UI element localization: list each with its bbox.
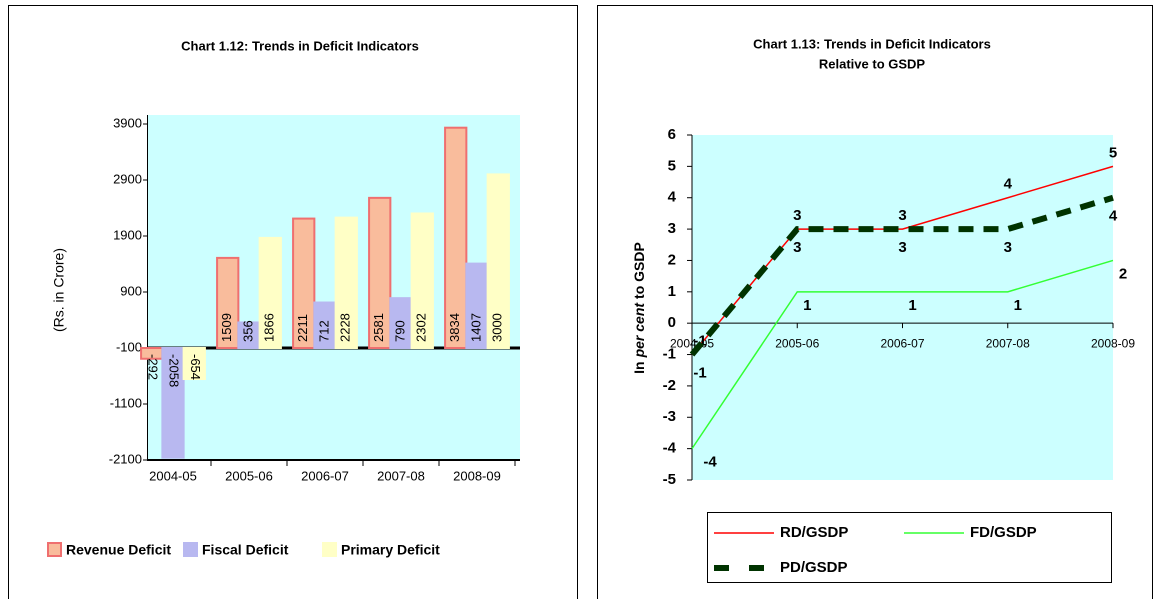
bar	[258, 236, 282, 350]
data-label: 3	[898, 207, 906, 224]
x-tick-label: 2008-09	[453, 468, 501, 483]
x-tick-label: 2005-06	[225, 468, 273, 483]
y-tick-label: -1	[663, 346, 676, 363]
bar	[161, 347, 185, 459]
value-label: 1866	[262, 313, 277, 342]
legend-box	[707, 512, 1112, 583]
line	[691, 259, 1114, 450]
y-tick-label: 2900	[113, 171, 142, 186]
value-label: 3834	[447, 313, 462, 342]
x-tick-label: 2008-09	[1091, 336, 1135, 350]
legend-swatch	[322, 542, 337, 557]
data-label: 3	[1004, 239, 1012, 256]
y-tick-label: -3	[663, 408, 676, 425]
value-label: -292	[145, 354, 160, 380]
value-label: 1407	[468, 313, 483, 342]
y-label-part: per cent	[631, 302, 647, 359]
value-label: 356	[240, 320, 255, 342]
data-label: 1	[908, 297, 916, 314]
value-label: 2211	[295, 314, 310, 342]
data-label: 1	[803, 297, 811, 314]
y-tick-label: 2	[668, 251, 676, 268]
y-label-part: to GSDP	[631, 242, 647, 299]
value-label: -2058	[167, 354, 182, 387]
x-tick-label: 2004-05	[149, 468, 197, 483]
y-label-part: In	[631, 361, 647, 373]
value-label: 2581	[371, 313, 386, 342]
value-label: 3000	[490, 313, 505, 342]
x-tick-label: 2006-07	[880, 336, 924, 350]
data-label: -4	[703, 454, 717, 471]
y-tick-label: 3900	[113, 115, 142, 130]
y-tick-label: 6	[668, 126, 676, 143]
x-tick-label: 2007-08	[377, 468, 425, 483]
value-label: 1509	[219, 313, 234, 342]
data-label: 1	[1014, 297, 1022, 314]
chart-title: Chart 1.12: Trends in Deficit Indicators	[181, 38, 419, 53]
x-tick-label: 2004-05	[670, 336, 714, 350]
y-tick-label: 5	[668, 157, 676, 174]
value-label: 712	[316, 320, 331, 342]
legend-label: FD/GSDP	[970, 524, 1037, 541]
y-tick-label: -100	[116, 339, 142, 354]
bar	[292, 217, 316, 349]
y-tick-label: -5	[663, 471, 676, 488]
line	[689, 194, 1114, 357]
bar	[182, 347, 206, 381]
y-tick-label: 1900	[113, 227, 142, 242]
data-label: 4	[1109, 208, 1118, 225]
value-label: 790	[392, 320, 407, 342]
y-tick-label: -2100	[109, 451, 142, 466]
y-tick-label: -1100	[110, 395, 142, 410]
bar	[410, 212, 434, 349]
value-label: -654	[188, 354, 203, 380]
legend-label: PD/GSDP	[780, 559, 848, 576]
legend-label: RD/GSDP	[780, 524, 848, 541]
bar	[216, 256, 240, 349]
value-label: 2228	[338, 313, 353, 342]
legend-label: Fiscal Deficit	[202, 542, 289, 558]
bar	[444, 126, 468, 349]
y-tick-label: 0	[668, 314, 676, 331]
bar	[368, 196, 392, 349]
data-label: 2	[1119, 265, 1127, 282]
y-axis-label: (Rs. in Crore)	[51, 248, 67, 332]
bar	[334, 216, 358, 349]
plot-area	[692, 135, 1113, 480]
y-tick-label: 4	[668, 189, 677, 206]
value-label: 2302	[414, 313, 429, 342]
bar	[486, 173, 510, 349]
y-tick-label: 3	[668, 220, 676, 237]
chart-title: Relative to GSDP	[819, 56, 926, 71]
x-tick-label: 2007-08	[986, 336, 1030, 350]
data-label: 3	[898, 239, 906, 256]
x-tick-label: 2006-07	[301, 468, 349, 483]
data-label: -1	[693, 365, 706, 382]
x-tick-label: 2005-06	[775, 336, 819, 350]
y-tick-label: 1	[668, 283, 676, 300]
data-label: 4	[1004, 176, 1013, 193]
legend-swatch	[47, 542, 62, 557]
data-label: 3	[793, 239, 801, 256]
legend-label: Primary Deficit	[341, 542, 440, 558]
legend-swatch	[183, 542, 198, 557]
legend-label: Revenue Deficit	[66, 542, 171, 558]
y-tick-label: -2	[663, 377, 676, 394]
y-tick-label: -4	[663, 440, 677, 457]
y-axis-label: In per cent to GSDP	[631, 242, 647, 374]
data-label: 5	[1109, 144, 1117, 161]
data-label: 3	[793, 207, 801, 224]
chart-title: Chart 1.13: Trends in Deficit Indicators	[753, 36, 991, 51]
y-tick-label: 900	[120, 283, 142, 298]
